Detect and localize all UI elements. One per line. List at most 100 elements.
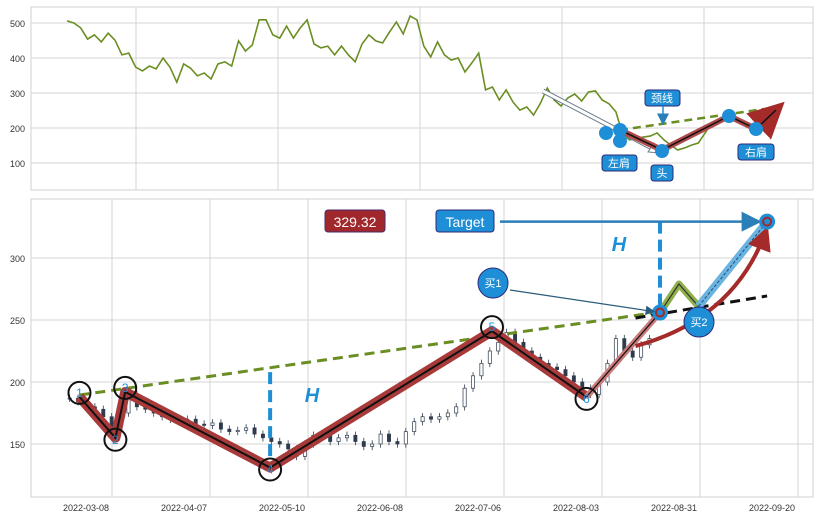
target-label-box (435, 209, 495, 233)
candle-body (277, 441, 282, 445)
candle-body (454, 406, 459, 414)
projection-curve (634, 226, 771, 348)
candle-body (471, 375, 475, 389)
pivot-label: 1 (76, 386, 83, 400)
candle-body (370, 443, 375, 447)
x-tick-label: 2022-05-10 (259, 503, 305, 513)
pivot-circle (258, 457, 283, 482)
x-tick-label: 2022-03-08 (63, 503, 109, 513)
candle-body (202, 423, 207, 426)
y-tick-label: 300 (10, 254, 25, 264)
top-pivot-marker (655, 144, 669, 158)
candle-body (345, 434, 349, 439)
pivot-circle (113, 375, 138, 400)
head-box (650, 164, 674, 182)
price-line (66, 14, 713, 151)
y-tick-label: 300 (10, 89, 25, 99)
candle-body (227, 428, 232, 432)
right-shoulder-box (737, 143, 775, 161)
top-price-panel: 100 200 300 400 500 (10, 6, 814, 191)
breakout-marker-inner (655, 307, 665, 318)
pivot-circle (574, 386, 599, 411)
candle-body (555, 366, 560, 370)
candle-body (571, 375, 576, 383)
y-tick-label: 200 (10, 378, 25, 388)
candle-body (244, 427, 249, 431)
x-tick-label: 2022-08-03 (553, 503, 599, 513)
candle-body (420, 416, 425, 423)
y-tick-label: 200 (10, 124, 25, 134)
pivot-circle (103, 427, 128, 452)
candle-body (479, 363, 484, 377)
top-label-head: 头 (657, 167, 668, 180)
candle-body (630, 350, 635, 358)
target-label: Target (446, 214, 485, 230)
x-tick-label: 2022-04-07 (161, 503, 207, 513)
candle-body (403, 431, 408, 445)
candle-body (269, 437, 274, 442)
y-tick-label: 250 (10, 316, 25, 326)
candle-body (437, 416, 442, 420)
candle-body (412, 421, 417, 432)
candle-body (496, 341, 501, 352)
y-tick-label: 100 (10, 159, 25, 169)
candle-body (286, 443, 291, 450)
pivot-circle (67, 380, 92, 405)
candle-body (353, 434, 358, 442)
top-label-right-shoulder: 右肩 (745, 145, 767, 159)
retest-line-core (659, 283, 699, 313)
left-shoulder-box (601, 154, 638, 172)
breakout-leg-core (586, 312, 661, 398)
pivot-label: 4 (267, 463, 274, 477)
pivot-circle (480, 315, 504, 340)
height-label-2: H (612, 234, 627, 256)
candle-body (429, 416, 433, 420)
candle-body (445, 412, 450, 418)
candle-body (260, 433, 265, 439)
x-tick-label: 2022-09-20 (749, 503, 795, 513)
candle-body (563, 369, 568, 377)
annotation-labels: 左肩 头 右肩 颈线 329.32 Target H H 买1 买2 (305, 91, 767, 407)
candle-body (252, 427, 257, 435)
candle-body (395, 441, 400, 445)
target-marker (759, 213, 776, 230)
top-pivot-marker (749, 122, 763, 136)
candle-body (336, 437, 341, 442)
top-pivot-marker (599, 126, 613, 140)
pivot-label: 5 (489, 320, 496, 334)
pivot-label: 2 (112, 433, 119, 447)
y-tick-label: 150 (10, 440, 25, 450)
target-marker-inner (762, 216, 773, 227)
candle-body (361, 441, 366, 447)
candle-body (487, 350, 492, 364)
y-tick-label: 500 (10, 19, 25, 29)
x-tick-label: 2022-07-06 (455, 503, 501, 513)
candle-body (462, 387, 467, 408)
bottom-candlestick-panel: 150 200 250 300 2022-03-08 2022-04-07 2022-05-… (10, 198, 814, 513)
target-value-box (324, 209, 386, 233)
pivot-label: 6 (583, 392, 590, 406)
x-tick-label: 2022-08-31 (651, 503, 697, 513)
x-tick-label: 2022-06-08 (357, 503, 403, 513)
buy1-label: 买1 (484, 277, 501, 290)
candle-body (378, 433, 383, 445)
height-label-1: H (305, 385, 320, 407)
pivot-label: 3 (122, 381, 129, 395)
top-label-left-shoulder: 左肩 (608, 156, 630, 170)
buy2-marker (683, 306, 715, 338)
breakout-marker (652, 304, 668, 321)
top-pivot-marker (722, 109, 736, 123)
y-tick-label: 400 (10, 54, 25, 64)
top-label-neckline: 颈线 (651, 91, 673, 105)
neckline (79, 310, 661, 397)
buy1-marker (477, 267, 509, 299)
candle-body (387, 433, 391, 442)
buy2-label: 买2 (690, 316, 707, 329)
top-pivot-marker (613, 123, 627, 137)
top-pivot-marker (613, 134, 627, 148)
bottom-plot-area (30, 198, 814, 498)
candle-body (210, 422, 215, 426)
candle-body (235, 430, 240, 432)
target-value-label: 329.32 (334, 214, 377, 230)
